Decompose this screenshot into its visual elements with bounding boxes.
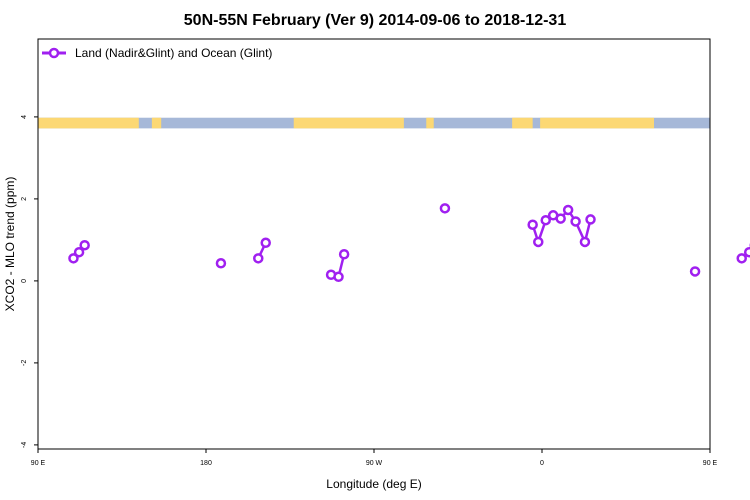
land-segment — [426, 117, 434, 129]
land-segment — [293, 117, 404, 129]
data-point — [743, 246, 750, 258]
data-point — [338, 249, 350, 260]
land-segment — [38, 117, 139, 129]
data-point — [570, 216, 581, 227]
data-point — [215, 258, 227, 269]
y-tick-label: 2 — [21, 197, 28, 201]
legend: Land (Nadir&Glint) and Ocean (Glint) — [42, 46, 272, 60]
data-point — [68, 253, 79, 264]
data-point — [527, 219, 538, 230]
data-point — [333, 271, 344, 283]
y-tick-label: -2 — [21, 360, 28, 366]
land-segment — [540, 117, 654, 129]
x-axis-label: Longitude (deg E) — [326, 477, 421, 491]
data-point — [689, 266, 701, 277]
data-point — [253, 253, 264, 264]
land-ocean-map-strip — [38, 117, 710, 129]
y-tick-label: -4 — [21, 442, 28, 448]
data-point — [585, 214, 596, 225]
x-axis-ticks: 90 E 180 90 W 0 90 E — [31, 449, 718, 467]
y-tick-label: 4 — [21, 115, 28, 119]
x-tick-label: 90 E — [31, 460, 46, 467]
legend-label: Land (Nadir&Glint) and Ocean (Glint) — [75, 46, 272, 60]
legend-marker — [48, 47, 60, 59]
land-segment — [512, 117, 533, 129]
data-point — [533, 236, 544, 248]
data-point — [736, 253, 747, 264]
data-point — [260, 237, 271, 249]
chart-title: 50N-55N February (Ver 9) 2014-09-06 to 2… — [184, 12, 567, 29]
plot-frame — [37, 38, 711, 450]
data-point — [555, 213, 566, 224]
land-segment — [151, 117, 162, 129]
data-point — [439, 203, 451, 214]
x-tick-label: 90 E — [703, 460, 718, 467]
data-point — [562, 204, 574, 216]
y-axis-label: XCO2 - MLO trend (ppm) — [3, 177, 17, 312]
y-tick-label: 0 — [21, 279, 28, 283]
data-point — [73, 246, 85, 258]
series-layer — [68, 203, 750, 283]
data-point — [579, 236, 591, 248]
x-tick-label: 90 W — [366, 460, 383, 467]
x-tick-label: 0 — [540, 460, 544, 467]
data-point — [540, 214, 551, 226]
data-point — [79, 239, 90, 251]
y-axis-ticks: 4 2 0 -2 -4 — [21, 115, 38, 448]
x-tick-label: 180 — [200, 460, 212, 467]
